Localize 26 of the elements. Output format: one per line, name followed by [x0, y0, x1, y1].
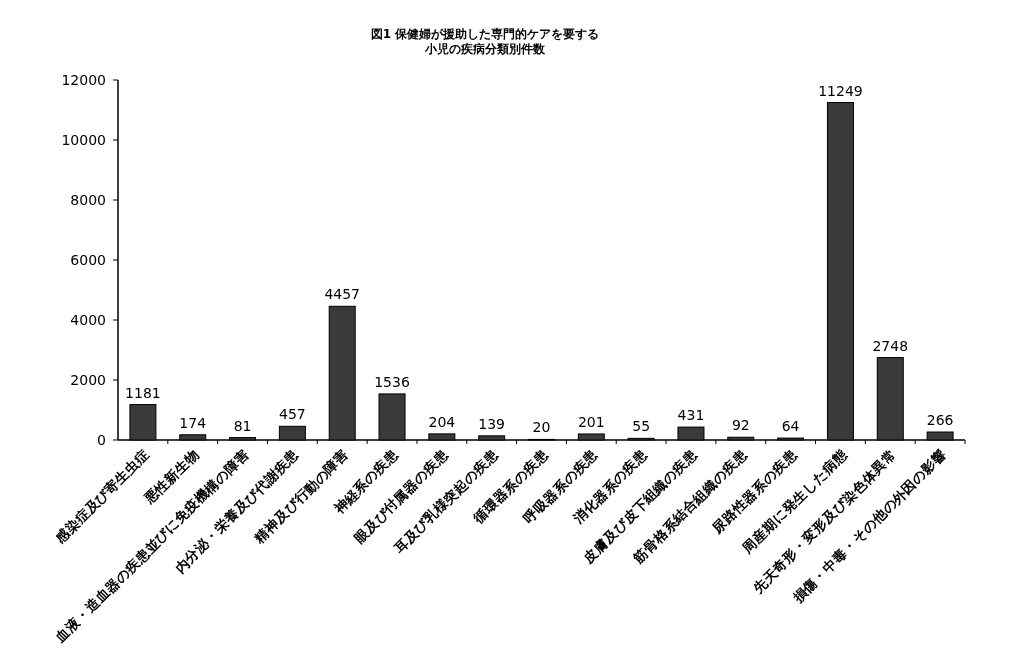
data-label: 4457: [324, 286, 361, 303]
data-label: 64: [781, 418, 800, 435]
data-label: 266: [926, 412, 954, 429]
y-tick-label: 10000: [61, 132, 106, 148]
data-label: 81: [233, 417, 252, 434]
data-label: 204: [428, 413, 456, 430]
data-label: 139: [478, 415, 506, 432]
chart-title: 図1 保健婦が援助した専門的ケアを要する: [370, 27, 600, 41]
y-tick-label: 0: [97, 432, 106, 448]
y-tick-label: 12000: [61, 72, 106, 88]
chart-subtitle: 小児の疾病分類別件数: [424, 42, 546, 56]
data-label: 1181: [125, 384, 161, 401]
data-label: 55: [632, 418, 651, 435]
data-label: 11249: [818, 82, 863, 99]
y-tick-label: 4000: [70, 312, 106, 328]
data-label: 174: [179, 414, 207, 431]
data-label: 457: [279, 406, 306, 423]
data-label: 201: [577, 413, 605, 430]
y-tick-label: 2000: [70, 372, 106, 388]
data-label: 431: [677, 407, 705, 424]
data-label: 1536: [374, 373, 410, 390]
y-tick-label: 8000: [70, 192, 106, 208]
data-label: 20: [532, 419, 551, 436]
data-label: 2748: [872, 337, 909, 354]
y-tick-label: 6000: [70, 252, 106, 268]
data-label: 92: [731, 417, 750, 434]
